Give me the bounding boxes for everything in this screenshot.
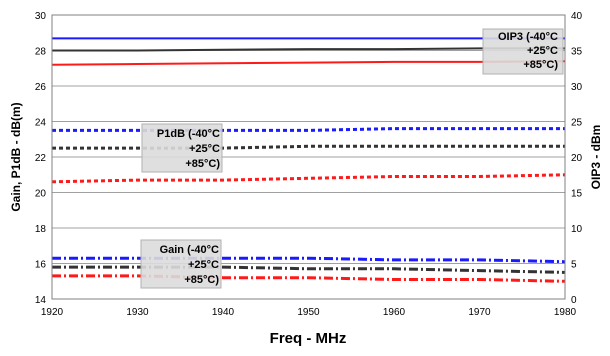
- oip3-series-p85: [51, 60, 566, 66]
- legend-box: [141, 123, 223, 173]
- p1db-series-m40: [52, 127, 565, 132]
- y-left-tick-label: 20: [35, 189, 47, 200]
- legend-entry-oip3-p25: +25°C: [527, 45, 558, 57]
- x-tick-label: 1980: [554, 307, 577, 318]
- legend-entry-gain-m40: Gain (-40°C: [160, 244, 219, 256]
- legend-entry-p1db-m40: P1dB (-40°C: [157, 128, 220, 140]
- y-right-tick-label: 40: [571, 11, 583, 22]
- y-right-tick-label: 30: [571, 82, 583, 93]
- gain-series-m40: [52, 256, 566, 264]
- legend-entry-gain-p85: +85°C): [184, 274, 219, 286]
- y-left-tick-label: 24: [35, 118, 47, 129]
- x-tick-label: 1960: [383, 307, 406, 318]
- y-left-tick-label: 22: [35, 153, 47, 164]
- legend-oip3: OIP3 (-40°C +25°C +85°C): [482, 28, 564, 75]
- gain-series-p25: [52, 265, 566, 274]
- legend-entry-p1db-p25: +25°C: [189, 143, 220, 155]
- series-layer: [51, 37, 566, 283]
- legend-entry-p1db-p85: +85°C): [185, 158, 220, 170]
- legend-entry-oip3-m40: OIP3 (-40°C: [498, 31, 558, 43]
- legend-gain: Gain (-40°C +25°C +85°C): [140, 239, 222, 289]
- x-axis-title: Freq - MHz: [270, 330, 347, 347]
- legend-entry-oip3-p85: +85°C): [523, 59, 558, 71]
- y-left-tick-label: 18: [35, 224, 47, 235]
- x-tick-label: 1930: [126, 307, 149, 318]
- y-right-tick-label: 0: [571, 295, 577, 306]
- y-left-tick-label: 26: [35, 82, 47, 93]
- y-axis-title-left: Gain, P1dB - dB(m): [9, 102, 23, 211]
- y-left-tick-label: 16: [35, 260, 47, 271]
- y-right-tick-label: 25: [571, 118, 583, 129]
- x-tick-label: 1920: [41, 307, 64, 318]
- x-tick-label: 1950: [297, 307, 320, 318]
- y-left-tick-label: 28: [35, 47, 47, 58]
- y-right-tick-label: 15: [571, 189, 583, 200]
- x-tick-label: 1940: [212, 307, 235, 318]
- y-left-tick-label: 14: [35, 295, 47, 306]
- oip3-series-p25: [52, 47, 565, 52]
- plot-frame: [51, 14, 566, 300]
- x-tick-label: 1970: [468, 307, 491, 318]
- legend-box: [482, 28, 564, 75]
- y-left-tick-label: 30: [35, 11, 47, 22]
- legend-entry-gain-p25: +25°C: [188, 259, 219, 271]
- y-right-tick-label: 20: [571, 153, 583, 164]
- y-right-tick-label: 10: [571, 224, 583, 235]
- legend-boxes: OIP3 (-40°C +25°C +85°C) P1dB (-40°C +25°C +8…: [140, 28, 564, 289]
- y-axis-title-right: OIP3 - dBm: [589, 125, 603, 190]
- legend-box: [140, 239, 222, 289]
- p1db-series-p25: [52, 144, 565, 150]
- y-right-tick-label: 5: [571, 260, 577, 271]
- y-right-tick-label: 35: [571, 47, 583, 58]
- gain-series-p85: [52, 274, 566, 283]
- tick-labels: 1920 1930 1940 1950 1960 1970 1980 14 16 18 20 22 24…: [35, 11, 583, 318]
- p1db-series-p85: [51, 173, 566, 184]
- legend-p1db: P1dB (-40°C +25°C +85°C): [141, 123, 223, 173]
